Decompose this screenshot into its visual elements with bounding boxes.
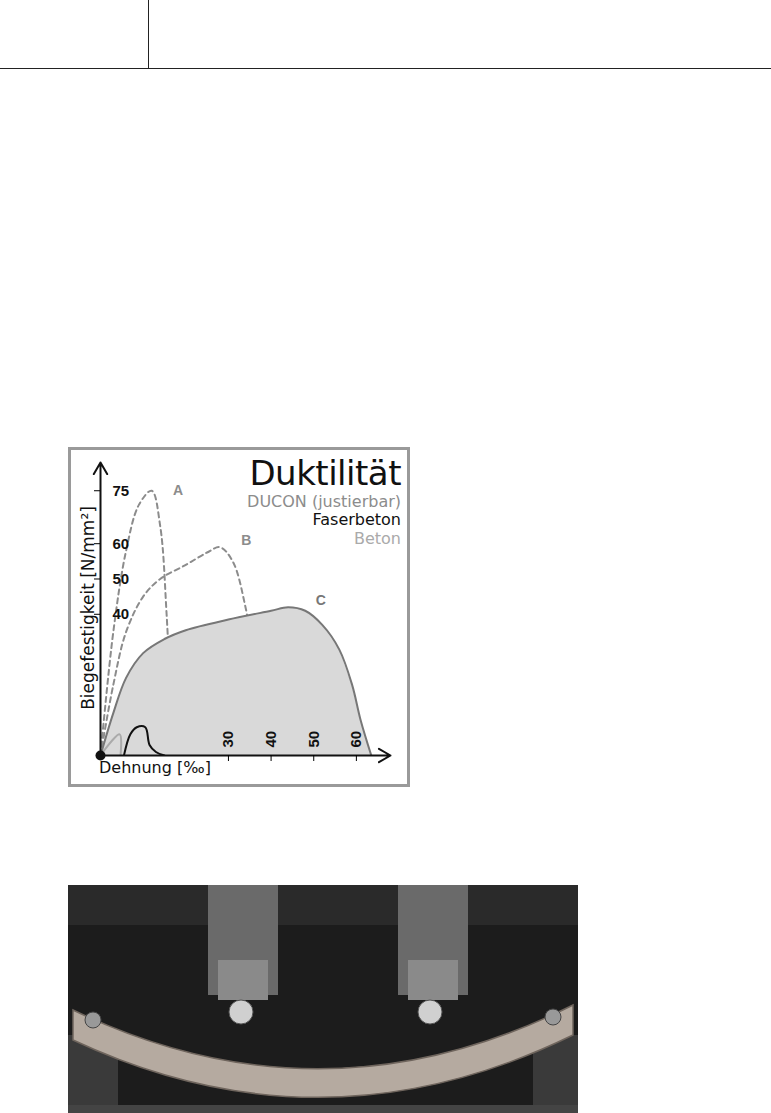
svg-text:75: 75 (113, 482, 130, 499)
html-text:Beton: Beton (354, 528, 401, 548)
svg-text:40: 40 (113, 605, 130, 622)
html-text:DUCON (justierbar): DUCON (justierbar) (247, 492, 401, 512)
svg-text:50: 50 (113, 570, 130, 587)
svg-text:60: 60 (113, 534, 130, 551)
svg-text:B: B (241, 532, 251, 548)
html-text:Faserbeton: Faserbeton (312, 510, 401, 530)
html-text:Dehnung [‰]: Dehnung [‰] (99, 758, 211, 777)
svg-text:40: 40 (262, 731, 279, 748)
svg-text:50: 50 (305, 731, 322, 748)
svg-text:30: 30 (219, 731, 236, 748)
svg-text:C: C (316, 592, 326, 608)
html-text:Duktilität: Duktilität (249, 453, 401, 493)
svg-text:A: A (173, 482, 183, 498)
svg-text:60: 60 (347, 731, 364, 748)
html-text:Biegefestigkeit [N/mm²]: Biegefestigkeit [N/mm²] (78, 506, 98, 710)
